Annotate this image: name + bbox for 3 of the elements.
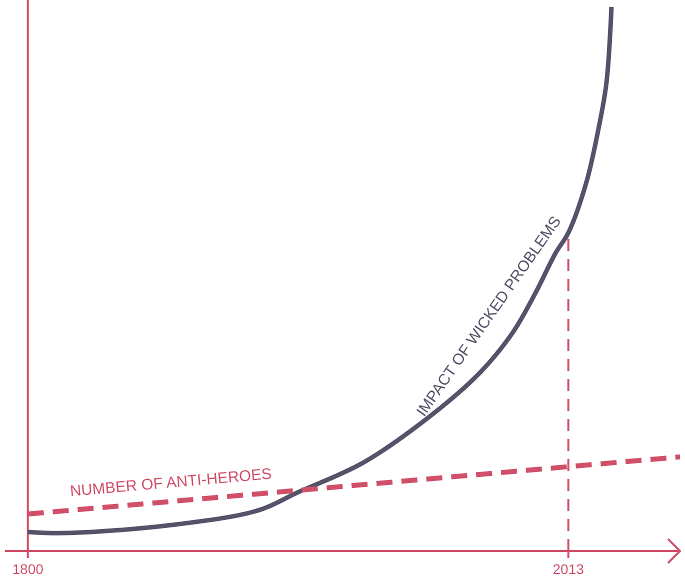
x-tick-label: 1800 [12, 561, 44, 577]
text: NUMBER OF ANTI-HEROES [69, 466, 272, 500]
x-tick-label: 2013 [552, 561, 584, 577]
